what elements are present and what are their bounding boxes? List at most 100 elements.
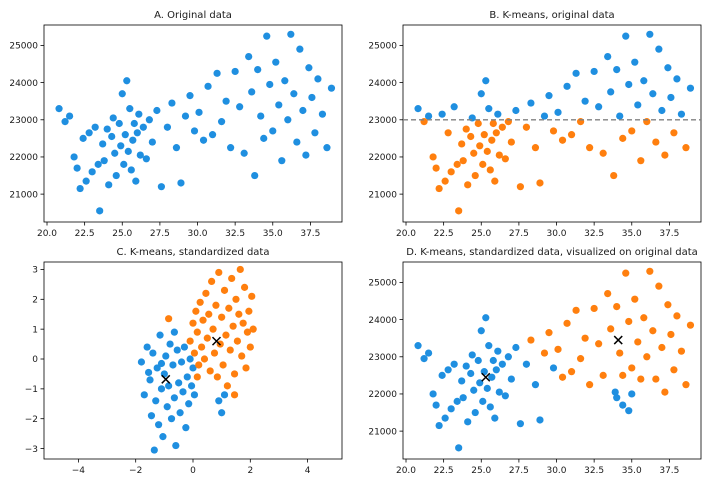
panel-a-x-tick-label: 22.5 [75, 229, 95, 239]
panel-c-series-2-point [193, 328, 201, 336]
panel-a-series-1-point [123, 77, 131, 85]
panel-a-series-1-point [190, 127, 199, 135]
panel-c-series-1-point [172, 441, 180, 450]
panel-d-series-1-point [429, 390, 437, 398]
panel-d-series-1-point [453, 397, 461, 405]
panel-c-series-2-point [226, 346, 234, 354]
panel-c-series-2-point [223, 382, 231, 390]
panel-a-series-1-point [257, 112, 265, 120]
panel-a-x-tick-label: 32.5 [225, 229, 245, 239]
panel-d-series-2-point [670, 366, 678, 374]
panel-a-x-tick-label: 37.5 [300, 229, 320, 239]
panel-d-series-2-point [686, 321, 695, 329]
panel-d-series-1-point [488, 373, 496, 381]
panel-b-x-tick-label: 25.0 [471, 229, 491, 239]
panel-c-series-1-point [166, 340, 174, 348]
panel-d-series-1-point [501, 392, 509, 400]
panel-a-series-1-point [148, 138, 156, 146]
panel-b-series-2-point [492, 129, 500, 137]
panel-d-series-1-point [467, 369, 475, 378]
panel-b-chart: B. K-means, original data 20.0 22.5 25.0 27.… [368, 10, 702, 239]
panel-a-series-1-point [163, 123, 172, 131]
panel-c-series-2-point [230, 370, 239, 378]
panel-c-series-2-point [236, 265, 244, 274]
panel-b-series-2-point [586, 144, 594, 152]
panel-d-series-1-point [531, 381, 540, 389]
panel-c-series-1-point [165, 382, 173, 390]
panel-d-series-2-point [540, 349, 549, 357]
panel-a-series-1-point [79, 134, 87, 142]
panel-a-series-1-point [100, 157, 108, 165]
panel-c-series-2-point [197, 343, 206, 351]
panel-c-series-2-point [240, 283, 249, 291]
panel-a-series-1-point [245, 52, 253, 61]
panel-d-series-1-point [464, 418, 472, 426]
panel-c-series-1-point [189, 364, 197, 372]
panel-b-series-2-point [488, 136, 496, 144]
panel-d-series-1-point [444, 366, 452, 374]
panel-a-series-1-point [103, 125, 111, 133]
panel-c-series-2-point [228, 274, 236, 283]
panel-b-series-1-point [540, 112, 549, 120]
panel-a-series-1-point [91, 123, 99, 131]
panel-a-series-1-point [281, 77, 289, 85]
panel-c-series-2-point [200, 355, 209, 363]
panel-c-series-2-point [209, 325, 217, 333]
panel-a-series-1-point [240, 149, 248, 157]
panel-a-series-1-point [94, 160, 102, 168]
panel-c-series-2-point [243, 328, 252, 336]
panel-b-y-tick-label: 25000 [368, 42, 397, 52]
panel-a-series-1-point [127, 166, 135, 174]
panel-c-series-1-point [169, 361, 177, 369]
panel-d-series-2-point [554, 345, 562, 353]
panel-d-series-1-point [471, 408, 479, 417]
panel-d-series-1-point [414, 342, 422, 350]
panel-b-series-2-point [476, 142, 484, 150]
panel-a-series-1-point [109, 114, 117, 122]
panel-a-series-1-point [305, 64, 313, 72]
panel-a-series-1-point [308, 93, 316, 102]
panel-c-series-2-point [196, 298, 204, 306]
panel-d-series-2-point [607, 325, 615, 333]
panel-a-series-1-point [311, 129, 319, 137]
panel-d-x-tick-label: 37.5 [659, 466, 679, 476]
panel-b-series-2-point [501, 155, 509, 163]
panel-b-series-1-point [631, 58, 639, 66]
panel-d-series-1-point [459, 394, 467, 402]
panel-c-centroid-marker [161, 374, 171, 384]
panel-a-y-tick-label: 24000 [9, 79, 38, 89]
panel-d-series-1-point [504, 353, 512, 361]
panel-c-series-2-point [165, 315, 173, 323]
panel-b-series-2-point [464, 181, 472, 189]
panel-c-series-1-point [150, 446, 158, 454]
panel-c-series-2-point [195, 361, 203, 369]
panel-b-y-tick-label: 24000 [368, 79, 397, 89]
panel-c-series-1-point [176, 409, 184, 417]
panel-d-series-1-point [498, 360, 506, 368]
panel-a-series-1-point [65, 112, 74, 120]
panel-b-series-2-point [498, 123, 506, 131]
panel-d-series-1-point [485, 342, 493, 350]
panel-a-series-1-point [204, 82, 212, 90]
panel-a-series-1-point [82, 177, 90, 185]
panel-a-series-1-point [108, 132, 116, 141]
panel-c-x-tick-label: 4 [305, 466, 311, 476]
panel-b-plot-area [403, 30, 701, 215]
panel-d-series-2-point [595, 340, 603, 348]
panel-a-series-1-point [118, 90, 126, 98]
panel-b-series-1-point [640, 77, 648, 85]
panel-a-series-1-point [222, 97, 230, 105]
panel-a-series-1-point [124, 147, 132, 155]
panel-b-series-1-point [414, 105, 422, 113]
panel-b-title: B. K-means, original data [489, 10, 614, 21]
panel-c-series-1-point [143, 343, 151, 351]
panel-a-series-1-point [236, 103, 244, 111]
panel-c-series-2-point [232, 295, 240, 303]
panel-a-series-1-point [266, 80, 274, 89]
panel-b-series-2-point [483, 147, 491, 155]
panel-c-x-tick-label: −4 [72, 466, 86, 476]
panel-d-series-1-point [468, 351, 476, 359]
panel-d-centroid-marker [481, 372, 491, 382]
panel-c-title: C. K-means, standardized data [117, 247, 270, 258]
panel-a-series-1-point [96, 207, 104, 215]
